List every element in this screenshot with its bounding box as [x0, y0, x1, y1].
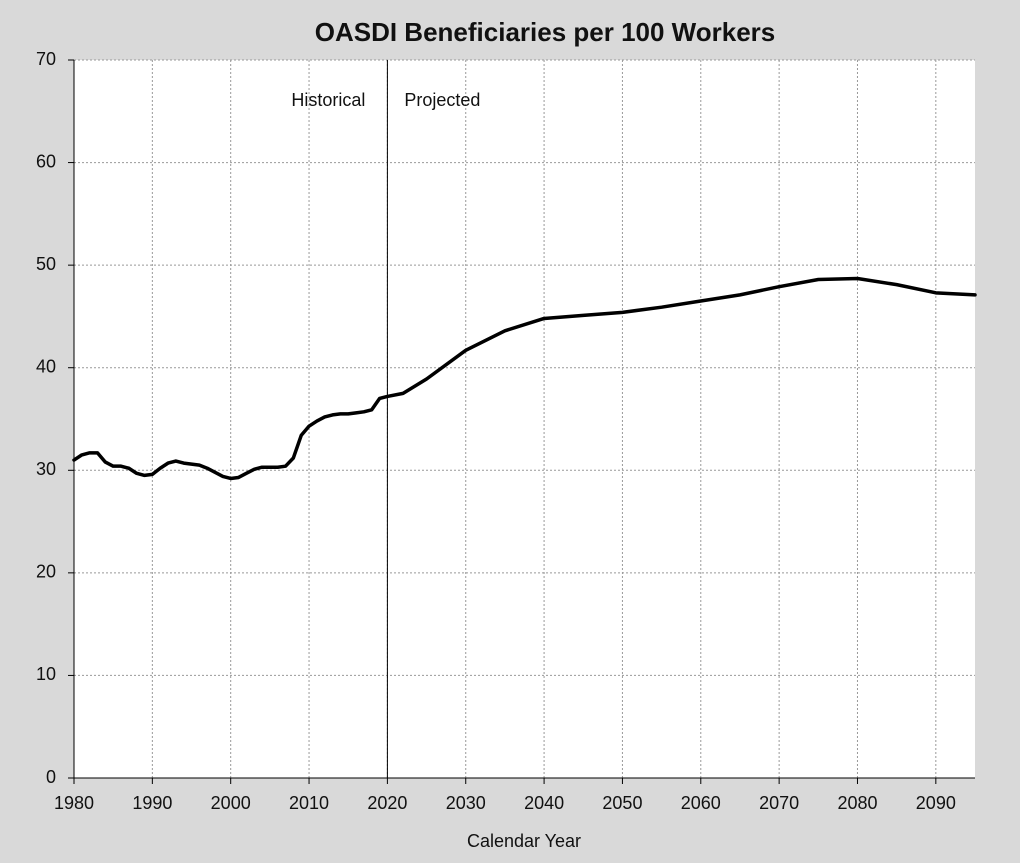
x-tick-label: 2040: [524, 793, 564, 813]
x-axis-label: Calendar Year: [467, 831, 581, 851]
x-tick-label: 2010: [289, 793, 329, 813]
y-tick-label: 50: [36, 254, 56, 274]
x-tick-label: 2080: [837, 793, 877, 813]
y-tick-label: 70: [36, 49, 56, 69]
x-tick-label: 1990: [132, 793, 172, 813]
y-tick-label: 30: [36, 459, 56, 479]
plot-area: [74, 60, 975, 778]
annotation: Historical: [291, 90, 365, 110]
x-tick-label: 2020: [367, 793, 407, 813]
x-tick-label: 2090: [916, 793, 956, 813]
y-tick-label: 20: [36, 562, 56, 582]
chart-title: OASDI Beneficiaries per 100 Workers: [315, 17, 776, 47]
y-tick-label: 60: [36, 151, 56, 171]
y-tick-label: 40: [36, 356, 56, 376]
annotation: Projected: [404, 90, 480, 110]
x-tick-label: 2000: [211, 793, 251, 813]
y-tick-label: 0: [46, 767, 56, 787]
x-tick-label: 2050: [602, 793, 642, 813]
x-tick-label: 2060: [681, 793, 721, 813]
x-tick-label: 1980: [54, 793, 94, 813]
x-tick-label: 2070: [759, 793, 799, 813]
x-tick-label: 2030: [446, 793, 486, 813]
y-tick-label: 10: [36, 664, 56, 684]
data-line: [72, 276, 977, 481]
